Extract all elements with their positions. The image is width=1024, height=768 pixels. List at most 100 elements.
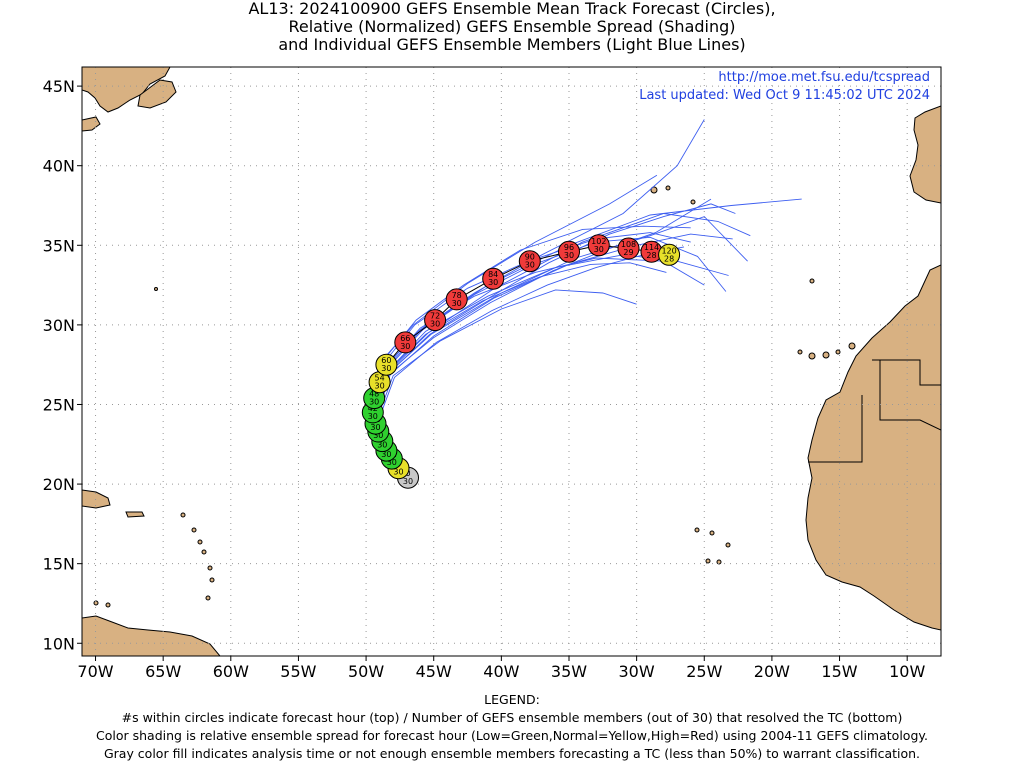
ocean-area	[82, 67, 941, 656]
x-tick-label: 55W	[280, 662, 316, 681]
y-tick-label: 35N	[43, 236, 75, 255]
track-circle	[587, 234, 610, 257]
x-tick-label: 10W	[889, 662, 925, 681]
member-count-label: 30	[393, 468, 403, 477]
member-count-label: 30	[373, 431, 383, 440]
forecast-hour-label: 120	[661, 246, 676, 255]
title-line-3: and Individual GEFS Ensemble Members (Li…	[278, 35, 746, 54]
x-tick-label: 30W	[619, 662, 655, 681]
canary-island	[848, 342, 856, 350]
canary-island	[835, 349, 841, 355]
newfoundland-island	[137, 79, 177, 109]
y-tick-label: 20N	[43, 475, 75, 494]
antilles-island	[191, 527, 197, 533]
member-count-label: 28	[646, 251, 656, 260]
x-tick-label: 20W	[754, 662, 790, 681]
title-block: AL13: 2024100900 GEFS Ensemble Mean Trac…	[0, 0, 1024, 54]
antilles-island	[180, 512, 186, 518]
track-circle	[394, 331, 417, 354]
member-count-label: 30	[370, 423, 380, 432]
member-count-label: 30	[381, 450, 391, 459]
last-updated-text: Last updated: Wed Oct 9 11:45:02 UTC 202…	[639, 88, 930, 103]
member-count-label: 30	[387, 458, 397, 467]
track-circle	[558, 240, 580, 263]
antilles-island	[205, 595, 211, 601]
antilles-island	[209, 577, 215, 583]
x-tick-label: 70W	[77, 662, 113, 681]
iberia-land	[909, 105, 941, 204]
forecast-hour-label: 48	[369, 390, 379, 399]
y-tick-label: 15N	[43, 555, 75, 574]
africa-land	[805, 264, 941, 631]
x-tick-label: 40W	[483, 662, 519, 681]
member-count-label: 30	[452, 299, 462, 308]
canary-island	[822, 351, 830, 359]
source-url[interactable]: http://moe.met.fsu.edu/tcspread	[718, 70, 930, 85]
forecast-hour-label: 108	[621, 240, 636, 249]
y-tick-label: 30N	[43, 316, 75, 335]
x-tick-label: 65W	[145, 662, 181, 681]
africa-borders	[808, 359, 941, 463]
forecast-hour-label: 90	[525, 253, 535, 262]
member-count-label: 30	[564, 251, 574, 260]
member-count-label: 30	[377, 441, 387, 450]
track-circle	[617, 237, 640, 260]
title-line-1: AL13: 2024100900 GEFS Ensemble Mean Trac…	[248, 0, 776, 18]
forecast-hour-label: 78	[452, 291, 462, 300]
x-tick-label: 15W	[821, 662, 857, 681]
canary-island	[797, 349, 803, 355]
cape-verde-island	[725, 542, 731, 548]
azores-island	[665, 185, 671, 191]
lat-lon-grid	[82, 67, 941, 656]
legend-heading: LEGEND:	[484, 692, 540, 707]
forecast-hour-label: 84	[488, 270, 498, 279]
member-count-label: 30	[369, 398, 379, 407]
member-count-label: 28	[664, 254, 674, 263]
track-circle	[482, 267, 505, 290]
cape-verde-island	[694, 527, 700, 533]
member-count-label: 30	[430, 320, 440, 329]
member-count-label: 30	[488, 278, 498, 287]
forecast-hour-label: 72	[430, 312, 440, 321]
legend-line-2: Color shading is relative ensemble sprea…	[96, 728, 928, 743]
land-layer	[82, 67, 941, 656]
azores-island	[690, 199, 696, 205]
map-frame	[81, 66, 942, 657]
x-tick-label: 50W	[348, 662, 384, 681]
antilles-island	[197, 539, 203, 545]
track-circle	[424, 309, 447, 332]
member-count-label: 30	[368, 412, 378, 421]
legend-line-1: #s within circles indicate forecast hour…	[121, 710, 903, 725]
y-tick-label: 25N	[43, 396, 75, 415]
madeira-island	[809, 278, 815, 284]
cape-verde-island	[709, 530, 715, 536]
mean-track-circles: 0306301230183024303030363042304830543060…	[361, 234, 681, 489]
forecast-hour-label: 114	[644, 243, 659, 252]
title-line-2: Relative (Normalized) GEFS Ensemble Spre…	[288, 17, 736, 36]
axis-ticks: 70W 65W 60W 55W 50W 45W 40W 35W 30W 25W 20W 15W 10W 1…	[43, 77, 926, 681]
legend-line-3: Gray color fill indicates analysis time …	[103, 746, 921, 761]
member-count-label: 30	[403, 477, 413, 486]
forecast-hour-label: 60	[381, 356, 391, 365]
newfoundland-land	[82, 67, 171, 113]
member-count-label: 30	[375, 382, 385, 391]
x-tick-label: 25W	[686, 662, 722, 681]
y-tick-label: 45N	[43, 77, 75, 96]
forecast-hour-label: 102	[591, 237, 606, 246]
x-tick-label: 60W	[213, 662, 249, 681]
cape-verde-island	[705, 558, 711, 564]
track-circle	[375, 353, 398, 376]
canary-island	[808, 352, 816, 360]
y-tick-label: 10N	[43, 634, 75, 653]
antilles-island	[207, 565, 213, 571]
puerto-rico-land	[125, 511, 145, 518]
x-tick-label: 35W	[551, 662, 587, 681]
